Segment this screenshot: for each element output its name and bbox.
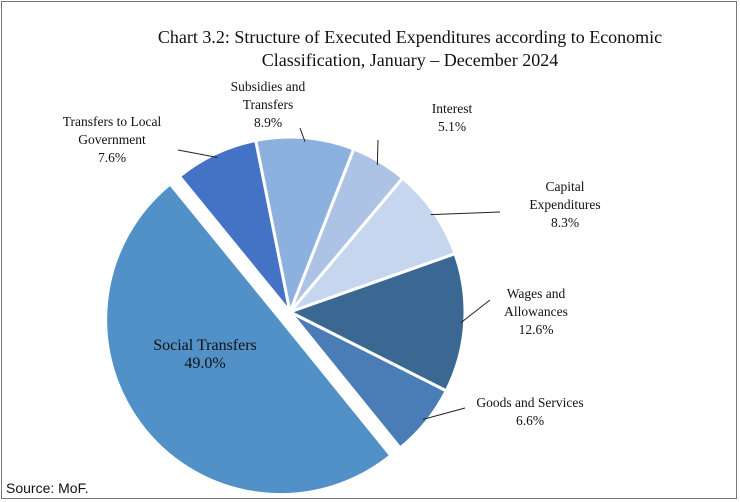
category-name: Goods and Services xyxy=(476,395,584,410)
slice-label: Subsidies and Transfers 8.9% xyxy=(213,78,323,132)
chart-title: Chart 3.2: Structure of Executed Expendi… xyxy=(157,27,663,70)
value-label: 6.6% xyxy=(515,413,545,428)
leader-line xyxy=(376,139,379,166)
leader-line xyxy=(430,211,501,216)
pie-slice xyxy=(253,135,356,318)
leader-line xyxy=(460,299,491,324)
slice-label: Wages and Allowances 12.6% xyxy=(486,285,586,339)
value-label: 12.6% xyxy=(518,322,554,337)
leader-line xyxy=(299,127,306,142)
category-name: Capital Expenditures xyxy=(529,179,601,212)
category-name: Social Transfers xyxy=(153,337,257,354)
pie-slice xyxy=(285,175,457,316)
value-label: 8.3% xyxy=(550,215,580,230)
pie-slice xyxy=(104,181,393,496)
leader-line xyxy=(177,149,218,158)
slice-label: Goods and Services 6.6% xyxy=(455,394,605,430)
pie-slice xyxy=(286,251,467,393)
category-name: Transfers to Local Government xyxy=(62,114,162,147)
value-label: 8.9% xyxy=(253,115,283,130)
category-name: Interest xyxy=(431,101,473,116)
leader-line xyxy=(422,407,466,420)
value-label: 49.0% xyxy=(184,355,226,372)
value-label: 7.6% xyxy=(97,150,127,165)
slice-label: Transfers to Local Government 7.6% xyxy=(37,113,187,167)
pie-slice xyxy=(288,310,449,451)
slice-label: Interest 5.1% xyxy=(412,100,492,136)
slice-label: Capital Expenditures 8.3% xyxy=(510,178,620,232)
value-label: 5.1% xyxy=(437,119,467,134)
category-name: Subsidies and Transfers xyxy=(230,79,306,112)
category-name: Wages and Allowances xyxy=(504,286,568,319)
slice-label: Social Transfers 49.0% xyxy=(135,337,275,373)
source-note: Source: MoF. xyxy=(6,480,89,496)
